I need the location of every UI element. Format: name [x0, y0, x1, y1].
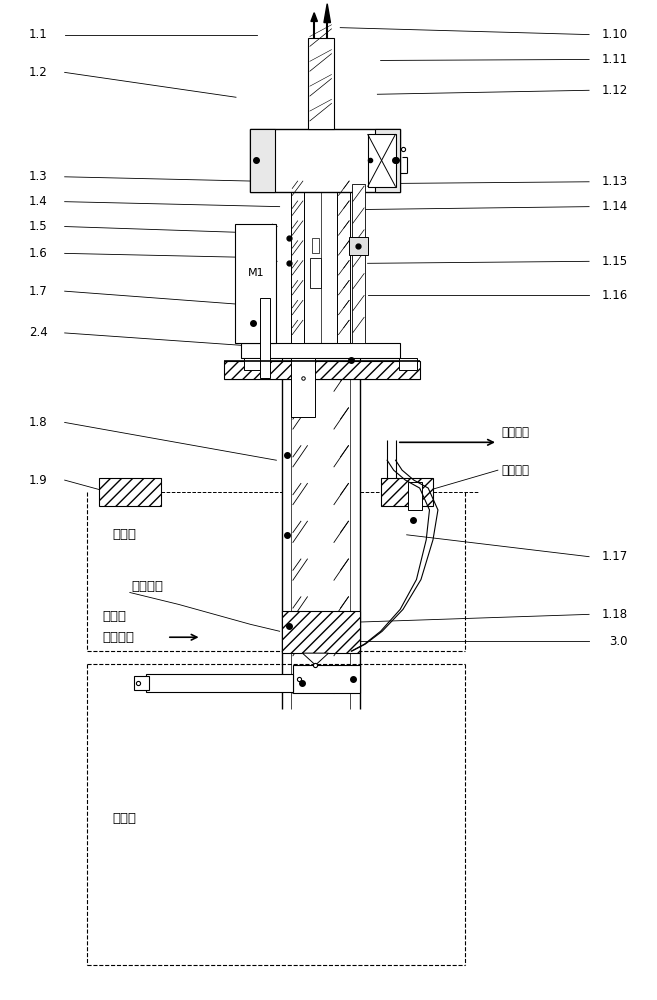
Bar	[367, 134, 396, 187]
Bar	[260, 298, 270, 378]
Bar	[235, 224, 277, 343]
Bar	[135, 676, 148, 690]
Text: 1.13: 1.13	[602, 175, 628, 188]
Text: 1.14: 1.14	[602, 200, 628, 213]
Bar	[250, 129, 400, 192]
Polygon shape	[302, 653, 328, 665]
Text: M1: M1	[248, 268, 264, 278]
Bar	[304, 184, 337, 343]
Text: 1.12: 1.12	[602, 84, 628, 97]
Polygon shape	[311, 13, 317, 21]
Text: 1.5: 1.5	[29, 220, 47, 233]
Text: 1.8: 1.8	[29, 416, 47, 429]
Text: 1.15: 1.15	[602, 255, 628, 268]
Text: 1.17: 1.17	[602, 550, 628, 563]
Text: 1.4: 1.4	[29, 195, 47, 208]
Bar	[380, 478, 433, 506]
Bar	[349, 237, 368, 255]
Bar	[337, 184, 350, 343]
Bar	[310, 258, 321, 288]
Bar	[311, 238, 319, 253]
Text: 1.9: 1.9	[29, 474, 47, 487]
Text: 3.0: 3.0	[610, 635, 628, 648]
Bar	[399, 358, 417, 370]
Bar	[375, 129, 400, 192]
Bar	[408, 482, 422, 510]
Bar	[282, 611, 360, 653]
Text: 1.18: 1.18	[602, 608, 628, 621]
Text: 1.11: 1.11	[602, 53, 628, 66]
Text: 1.7: 1.7	[29, 285, 47, 298]
Bar	[250, 129, 275, 192]
Text: 模型支杆: 模型支杆	[132, 580, 164, 593]
Polygon shape	[324, 4, 330, 23]
Text: 1.10: 1.10	[602, 28, 628, 41]
Bar	[352, 184, 365, 343]
Text: 试验段: 试验段	[102, 610, 126, 623]
Bar	[292, 665, 360, 693]
Text: 2.4: 2.4	[29, 326, 47, 339]
Bar	[146, 674, 292, 692]
Text: 1.3: 1.3	[29, 170, 47, 183]
Bar	[240, 343, 400, 358]
Text: 线缆套管: 线缆套管	[501, 464, 529, 477]
Bar	[99, 478, 161, 506]
Text: 1.16: 1.16	[602, 289, 628, 302]
Text: 气流方向: 气流方向	[102, 631, 135, 644]
Bar	[307, 38, 334, 129]
Text: 1.6: 1.6	[29, 247, 47, 260]
Text: 上驻室: 上驻室	[112, 528, 136, 541]
Bar	[224, 361, 420, 379]
Text: 线缆接口: 线缆接口	[501, 426, 529, 439]
Text: 下驻室: 下驻室	[112, 812, 136, 825]
Text: 1.2: 1.2	[29, 66, 47, 79]
Bar	[244, 358, 262, 370]
Text: 1.1: 1.1	[29, 28, 47, 41]
Bar	[291, 184, 304, 343]
Bar	[291, 358, 315, 417]
